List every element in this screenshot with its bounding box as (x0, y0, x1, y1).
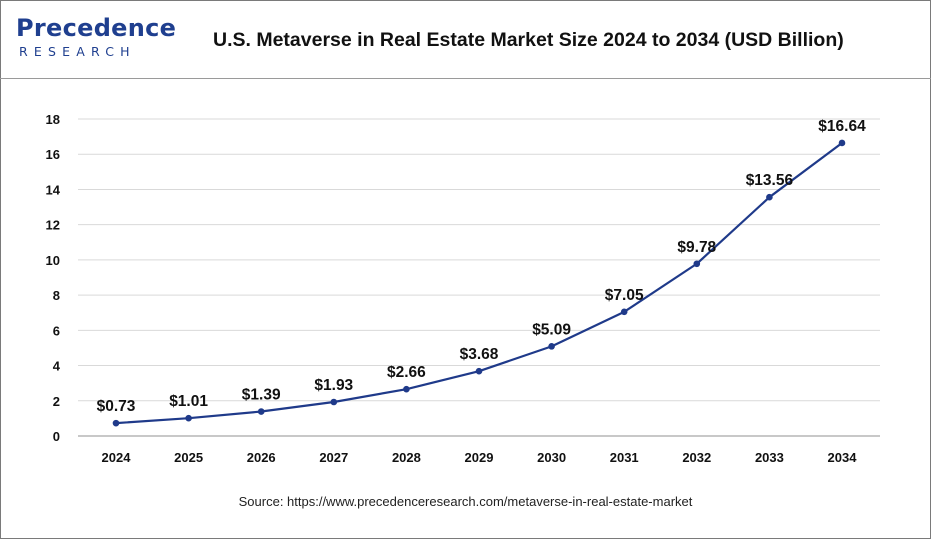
y-axis: 0 2 4 6 8 10 12 14 16 18 (46, 112, 61, 444)
y-tick-label: 16 (46, 147, 60, 162)
header: Precedence RESEARCH U.S. Metaverse in Re… (0, 0, 931, 79)
series-line (112, 139, 846, 427)
data-label: $1.93 (314, 377, 353, 394)
y-tick-label: 2 (53, 394, 60, 409)
logo-wordmark: Precedence (16, 14, 177, 42)
data-label: $0.73 (97, 398, 136, 415)
data-labels: $0.73 $1.01 $1.39 $1.93 $2.66 $3.68 $5.09 $7.05… (97, 118, 866, 415)
data-point (112, 419, 120, 427)
gridlines (78, 118, 880, 402)
data-point (548, 343, 555, 350)
data-label: $9.78 (677, 239, 716, 256)
data-label: $2.66 (387, 364, 426, 381)
y-tick-label: 10 (46, 253, 60, 268)
x-axis: 2024 2025 2026 2027 2028 2029 2030 2031 2032 2033… (78, 435, 880, 465)
x-tick-label: 2028 (392, 450, 421, 465)
data-point (257, 408, 265, 415)
x-tick-label: 2027 (319, 450, 348, 465)
x-tick-label: 2029 (465, 450, 494, 465)
y-tick-label: 4 (53, 359, 61, 374)
data-point (330, 398, 338, 406)
x-tick-label: 2030 (537, 450, 566, 465)
data-point (185, 414, 192, 422)
data-point (766, 193, 773, 201)
x-tick-label: 2025 (174, 450, 203, 465)
y-tick-label: 8 (53, 288, 60, 303)
data-point (620, 308, 628, 316)
data-point (838, 139, 846, 147)
y-tick-label: 6 (53, 323, 60, 338)
data-label: $16.64 (818, 118, 866, 135)
data-label: $1.01 (169, 393, 208, 410)
source-note: Source: https://www.precedenceresearch.c… (238, 494, 693, 509)
data-label: $1.39 (242, 387, 281, 404)
y-tick-label: 18 (46, 112, 60, 127)
x-tick-label: 2034 (828, 450, 858, 465)
x-tick-label: 2031 (610, 450, 639, 465)
data-label: $5.09 (532, 321, 571, 338)
data-label: $13.56 (746, 172, 794, 189)
series-line-path (115, 142, 843, 425)
data-label: $7.05 (605, 287, 644, 304)
data-label: $3.68 (460, 346, 499, 363)
x-tick-label: 2026 (247, 450, 276, 465)
y-tick-label: 14 (46, 182, 61, 197)
x-tick-label: 2032 (682, 450, 711, 465)
data-point (475, 367, 483, 375)
data-point (693, 260, 701, 268)
chart-title: U.S. Metaverse in Real Estate Market Siz… (213, 29, 844, 51)
x-tick-label: 2033 (755, 450, 784, 465)
precedence-research-logo: Precedence RESEARCH (16, 14, 176, 64)
data-point (403, 385, 410, 393)
y-tick-label: 12 (46, 218, 60, 233)
logo-subtitle: RESEARCH (19, 44, 136, 59)
x-tick-label: 2024 (102, 450, 132, 465)
y-tick-label: 0 (53, 429, 60, 444)
